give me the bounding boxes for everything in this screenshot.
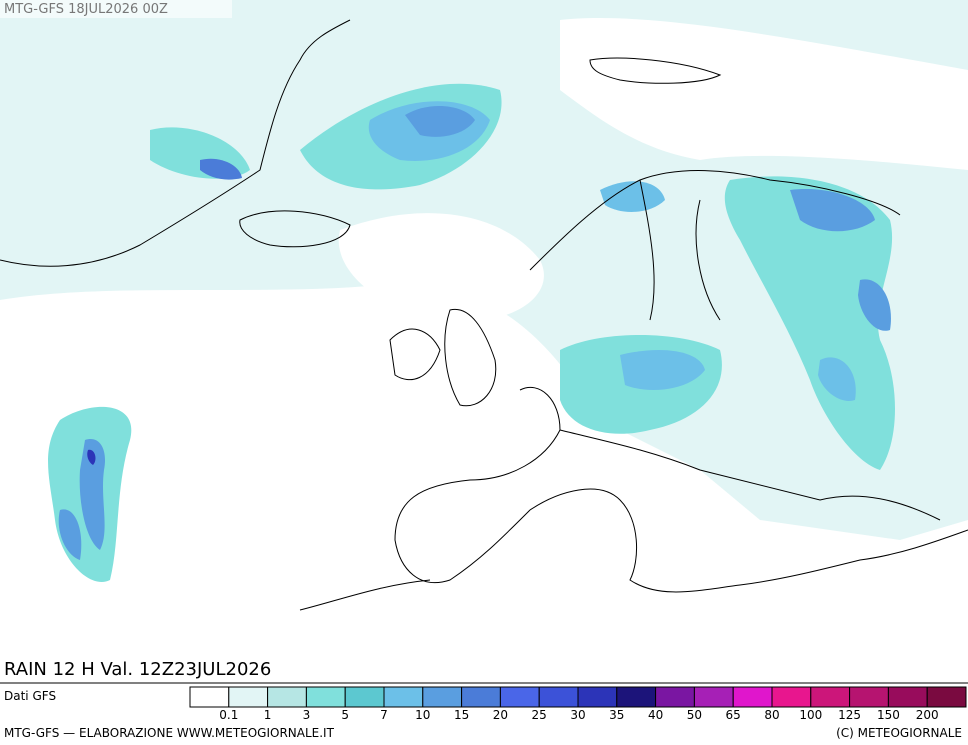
rain-area <box>600 181 665 212</box>
legend-swatch <box>732 686 773 708</box>
legend-swatch <box>771 686 812 708</box>
dry-area <box>338 213 544 322</box>
rain-area <box>200 158 242 180</box>
legend-label: 40 <box>648 708 663 722</box>
rain-area <box>58 509 82 560</box>
legend-swatch <box>189 686 230 708</box>
panel-title: RAIN 12 H Val. 12Z23JUL2026 <box>4 659 271 680</box>
legend-swatch <box>383 686 424 708</box>
rain-area <box>79 439 106 550</box>
legend-swatch <box>655 686 695 708</box>
legend: 0.1 1 3 5 7 10 15 20 25 30 35 40 50 65 80 100 125 150 200 <box>189 686 967 722</box>
legend-label: 65 <box>726 708 741 722</box>
rain-area <box>87 449 96 465</box>
legend-label: 20 <box>493 708 508 722</box>
coastline <box>394 387 968 593</box>
legend-swatch <box>344 686 385 708</box>
coastline <box>529 170 901 321</box>
legend-label: 0.1 <box>219 708 238 722</box>
legend-swatch <box>267 686 307 708</box>
coastline <box>0 19 351 267</box>
footer-right: (C) METEOGIORNALE <box>836 726 962 740</box>
legend-swatch <box>538 686 579 708</box>
legend-swatch <box>849 686 889 708</box>
legend-label: 3 <box>303 708 311 722</box>
coastline <box>239 210 351 248</box>
map: MTG-GFS 18JUL2026 00Z <box>0 0 968 657</box>
header-text: MTG-GFS 18JUL2026 00Z <box>4 2 168 17</box>
coastline <box>389 308 497 407</box>
legend-label: 200 <box>916 708 939 722</box>
border <box>299 429 941 611</box>
rain-area <box>790 189 875 232</box>
legend-label: 125 <box>838 708 861 722</box>
rain-area <box>620 350 705 390</box>
legend-label: 35 <box>609 708 624 722</box>
legend-label: 100 <box>799 708 822 722</box>
legend-swatch <box>305 686 346 708</box>
legend-label: 1 <box>264 708 272 722</box>
legend-swatch <box>577 686 618 708</box>
legend-swatch <box>616 686 657 708</box>
legend-swatch <box>810 686 851 708</box>
legend-swatch <box>228 686 269 708</box>
source-label: Dati GFS <box>4 689 56 703</box>
legend-swatch <box>461 686 501 708</box>
legend-label: 150 <box>877 708 900 722</box>
legend-label: 25 <box>532 708 547 722</box>
legend-swatch <box>926 686 967 708</box>
legend-swatch <box>887 686 928 708</box>
rain-area <box>858 279 891 331</box>
legend-label: 80 <box>764 708 779 722</box>
legend-label: 30 <box>570 708 585 722</box>
rain-area <box>405 105 475 137</box>
legend-label: 5 <box>341 708 349 722</box>
rain-area <box>818 357 856 401</box>
coastline <box>589 57 722 84</box>
legend-swatch <box>693 686 734 708</box>
dry-area <box>125 314 320 444</box>
header-background <box>0 0 232 18</box>
legend-label: 7 <box>380 708 388 722</box>
legend-swatch <box>422 686 463 708</box>
legend-swatch <box>499 686 540 708</box>
legend-label: 15 <box>454 708 469 722</box>
dry-area <box>560 18 968 170</box>
legend-label: 50 <box>687 708 702 722</box>
legend-label: 10 <box>415 708 430 722</box>
footer-left: MTG-GFS — ELABORAZIONE WWW.METEOGIORNALE… <box>4 726 335 740</box>
